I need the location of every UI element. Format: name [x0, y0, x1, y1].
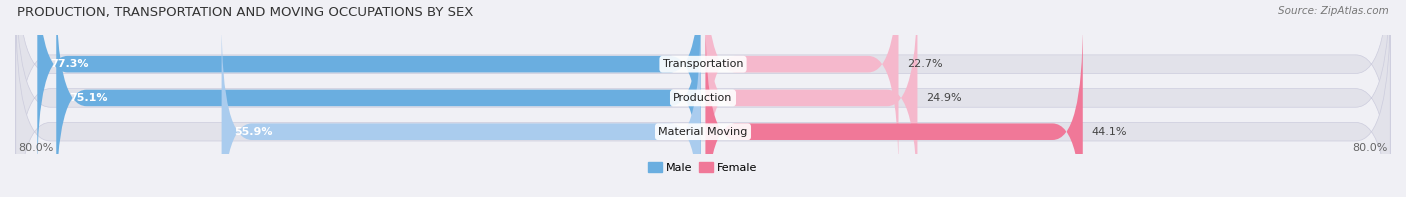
Text: 55.9%: 55.9%: [235, 127, 273, 137]
Text: Production: Production: [673, 93, 733, 103]
Text: 24.9%: 24.9%: [927, 93, 962, 103]
Text: 22.7%: 22.7%: [907, 59, 943, 69]
FancyBboxPatch shape: [706, 0, 898, 174]
FancyBboxPatch shape: [706, 0, 918, 197]
Text: 44.1%: 44.1%: [1091, 127, 1126, 137]
FancyBboxPatch shape: [56, 0, 700, 197]
Text: Transportation: Transportation: [662, 59, 744, 69]
Text: 77.3%: 77.3%: [51, 59, 89, 69]
FancyBboxPatch shape: [222, 22, 700, 197]
Text: PRODUCTION, TRANSPORTATION AND MOVING OCCUPATIONS BY SEX: PRODUCTION, TRANSPORTATION AND MOVING OC…: [17, 6, 474, 19]
Legend: Male, Female: Male, Female: [644, 158, 762, 178]
Text: 80.0%: 80.0%: [18, 143, 53, 153]
Text: 75.1%: 75.1%: [69, 93, 108, 103]
Text: Source: ZipAtlas.com: Source: ZipAtlas.com: [1278, 6, 1389, 16]
FancyBboxPatch shape: [15, 6, 1391, 197]
FancyBboxPatch shape: [706, 22, 1083, 197]
FancyBboxPatch shape: [15, 0, 1391, 190]
FancyBboxPatch shape: [38, 0, 700, 174]
Text: 80.0%: 80.0%: [1353, 143, 1388, 153]
Text: Material Moving: Material Moving: [658, 127, 748, 137]
FancyBboxPatch shape: [15, 0, 1391, 197]
